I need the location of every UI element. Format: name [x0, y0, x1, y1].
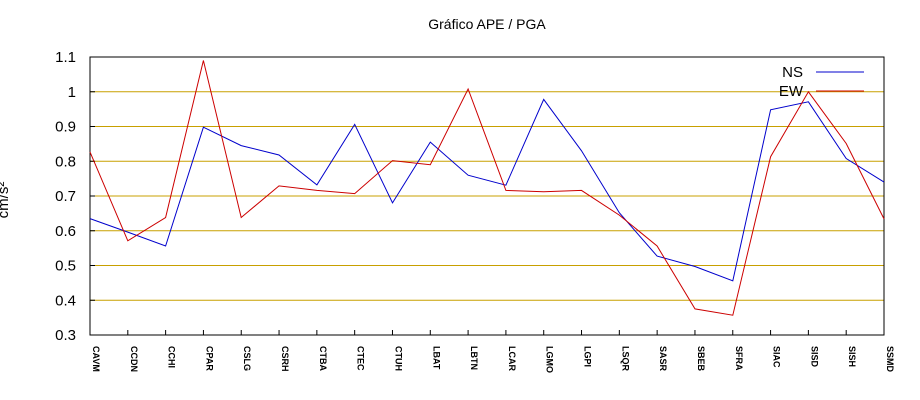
- y-tick-label: 0.3: [55, 327, 76, 344]
- x-tick-label: CCHI: [167, 346, 177, 368]
- x-tick-labels: CAVM CCDN CCHI CPAR CSLG CSRH CTBA CTEC CTUH LBAT…: [89, 330, 895, 373]
- series-line-ew: [89, 60, 885, 316]
- x-tick-label: CCDN: [129, 346, 139, 372]
- y-tick-label: 1.1: [55, 49, 76, 66]
- x-tick-label: LSQR: [620, 346, 630, 372]
- legend: NS EW: [779, 64, 864, 100]
- x-tick-label: CSLG: [242, 346, 252, 371]
- x-tick-label: SIAC: [772, 346, 782, 368]
- series-lines: [89, 60, 885, 316]
- legend-label-ew: EW: [779, 83, 804, 100]
- y-tick-label: 1: [68, 84, 76, 101]
- y-tick-label: 0.4: [55, 292, 76, 309]
- x-tick-label: LBAT: [431, 346, 441, 370]
- chart-title: Gráfico APE / PGA: [428, 16, 546, 32]
- x-tick-label: SASR: [658, 346, 668, 372]
- y-tick-labels: 0.3 0.4 0.5 0.6 0.7 0.8 0.9 1 1.1: [55, 49, 95, 344]
- grid-lines: [90, 91, 884, 301]
- x-tick-label: SSMD: [885, 346, 895, 373]
- x-tick-label: LBTN: [469, 346, 479, 370]
- y-tick-label: 0.8: [55, 153, 76, 170]
- x-tick-label: CPAR: [204, 346, 214, 371]
- x-tick-label: SISD: [809, 346, 819, 368]
- x-tick-label: CTBA: [318, 346, 328, 371]
- x-tick-label: SBEB: [696, 346, 706, 372]
- legend-label-ns: NS: [782, 64, 803, 81]
- y-tick-label: 0.7: [55, 188, 76, 205]
- y-tick-label: 0.6: [55, 223, 76, 240]
- x-tick-label: LGPI: [583, 346, 593, 367]
- y-tick-label: 0.9: [55, 119, 76, 136]
- series-line-ns: [89, 98, 885, 282]
- x-tick-label: CTUH: [393, 346, 403, 371]
- x-tick-label: LGMO: [545, 346, 555, 373]
- x-tick-label: LCAR: [507, 346, 517, 371]
- x-tick-label: CAVM: [91, 346, 101, 372]
- y-tick-label: 0.5: [55, 258, 76, 275]
- x-tick-label: CTEC: [356, 346, 366, 371]
- x-tick-label: SFRA: [734, 346, 744, 371]
- x-tick-label: CSRH: [280, 346, 290, 372]
- x-tick-label: SISH: [847, 346, 857, 367]
